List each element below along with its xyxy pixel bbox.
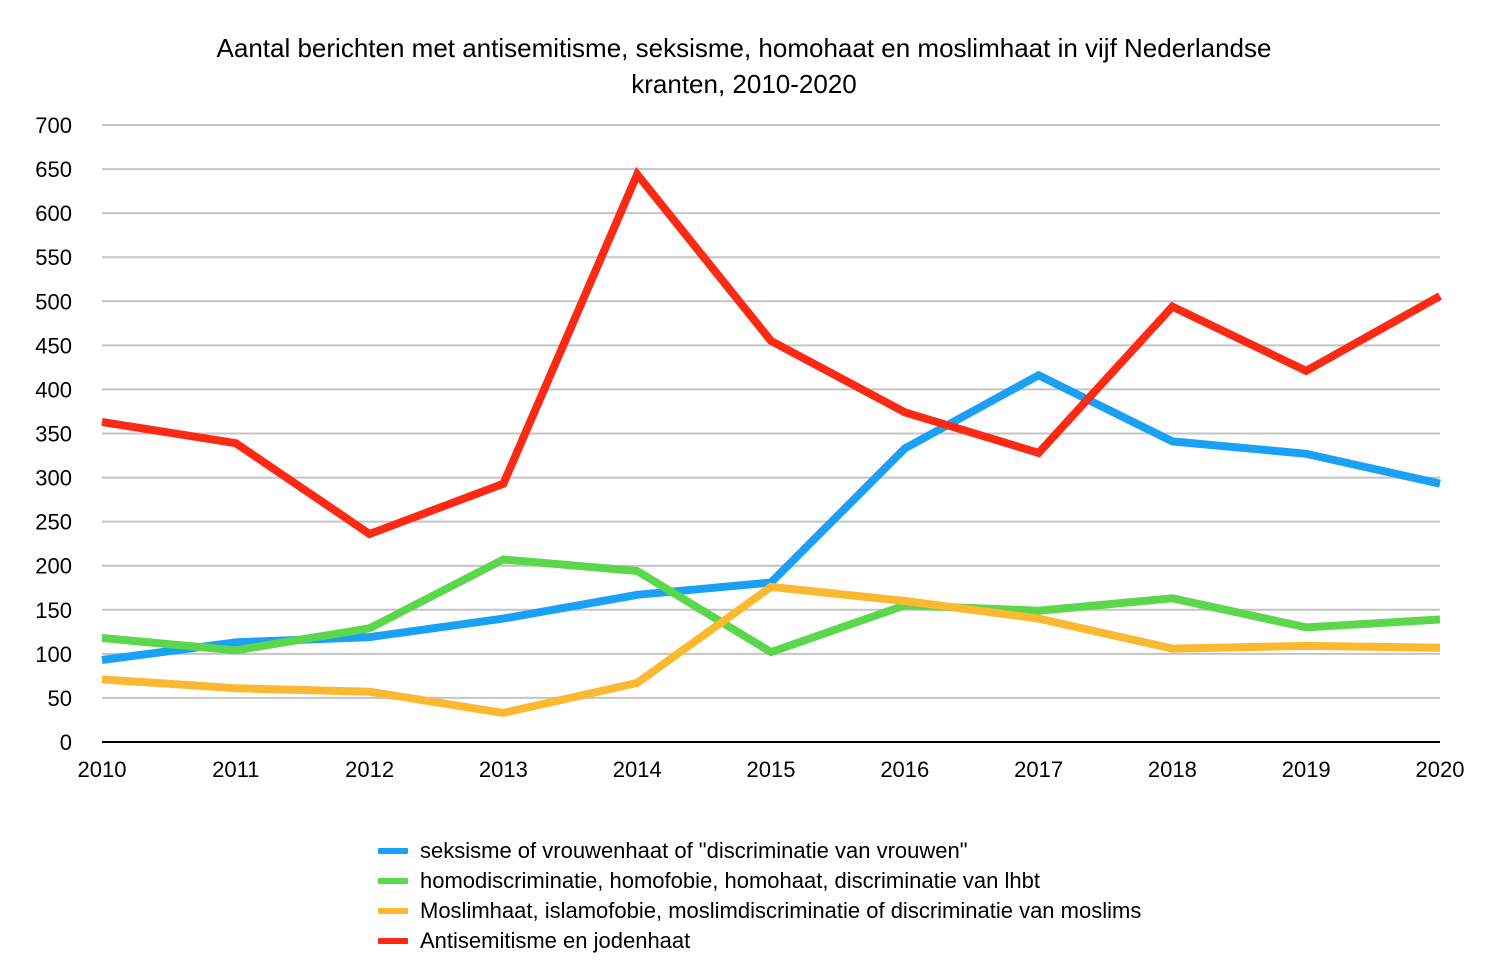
y-axis-tick-labels: 0 50 100 150 200 250 300 350 400 450 500 550 600 650 7… bbox=[35, 113, 72, 755]
legend-item-3: Moslimhaat, islamofobie, moslimdiscrimin… bbox=[378, 896, 1141, 926]
x-axis-tick-labels: 2010 2011 2012 2013 2014 2015 2016 2017 2018 2019… bbox=[78, 757, 1465, 782]
legend-label: Moslimhaat, islamofobie, moslimdiscrimin… bbox=[420, 898, 1142, 923]
legend-swatch bbox=[378, 938, 408, 944]
y-tick-label: 500 bbox=[35, 289, 72, 314]
legend-label: seksisme of vrouwenhaat of "discriminati… bbox=[420, 838, 968, 863]
series-line-4 bbox=[101, 166, 1442, 539]
y-tick-label: 550 bbox=[35, 245, 72, 270]
y-tick-label: 50 bbox=[48, 686, 72, 711]
legend-swatch bbox=[378, 878, 408, 884]
legend-item-2: homodiscriminatie, homofobie, homohaat, … bbox=[378, 866, 1141, 896]
x-tick-label: 2020 bbox=[1416, 757, 1465, 782]
legend-item-1: seksisme of vrouwenhaat of "discriminati… bbox=[378, 836, 1141, 866]
y-tick-label: 200 bbox=[35, 554, 72, 579]
series-line-2 bbox=[101, 555, 1441, 657]
y-tick-label: 400 bbox=[35, 377, 72, 402]
y-tick-label: 700 bbox=[35, 113, 72, 138]
chart-title: Aantal berichten met antisemitisme, seks… bbox=[0, 30, 1488, 102]
y-tick-label: 350 bbox=[35, 422, 72, 447]
chart-title-line-2: kranten, 2010-2020 bbox=[631, 69, 857, 99]
series-lines bbox=[101, 166, 1442, 717]
x-tick-label: 2018 bbox=[1148, 757, 1197, 782]
x-tick-label: 2015 bbox=[747, 757, 796, 782]
x-tick-label: 2016 bbox=[880, 757, 929, 782]
y-tick-label: 600 bbox=[35, 201, 72, 226]
x-tick-label: 2011 bbox=[212, 757, 259, 782]
legend-label: Antisemitisme en jodenhaat bbox=[420, 928, 691, 953]
x-tick-label: 2010 bbox=[78, 757, 127, 782]
x-tick-label: 2017 bbox=[1014, 757, 1063, 782]
x-tick-label: 2014 bbox=[613, 757, 662, 782]
y-tick-label: 0 bbox=[60, 730, 72, 755]
x-tick-label: 2019 bbox=[1282, 757, 1331, 782]
legend-swatch bbox=[378, 848, 408, 854]
legend-swatch bbox=[378, 908, 408, 914]
series-line-1 bbox=[101, 370, 1441, 664]
legend-label: homodiscriminatie, homofobie, homohaat, … bbox=[420, 868, 1040, 893]
y-tick-label: 650 bbox=[35, 157, 72, 182]
y-tick-label: 250 bbox=[35, 510, 72, 535]
y-tick-label: 450 bbox=[35, 333, 72, 358]
legend: seksisme of vrouwenhaat of "discriminati… bbox=[378, 836, 1141, 956]
x-tick-label: 2012 bbox=[345, 757, 394, 782]
chart-title-line-1: Aantal berichten met antisemitisme, seks… bbox=[216, 33, 1272, 63]
series-line-3 bbox=[101, 582, 1441, 717]
y-tick-label: 150 bbox=[35, 598, 72, 623]
gridlines bbox=[102, 124, 1440, 699]
y-tick-label: 300 bbox=[35, 466, 72, 491]
y-tick-label: 100 bbox=[35, 642, 72, 667]
legend-item-4: Antisemitisme en jodenhaat bbox=[378, 926, 1141, 956]
x-tick-label: 2013 bbox=[479, 757, 528, 782]
